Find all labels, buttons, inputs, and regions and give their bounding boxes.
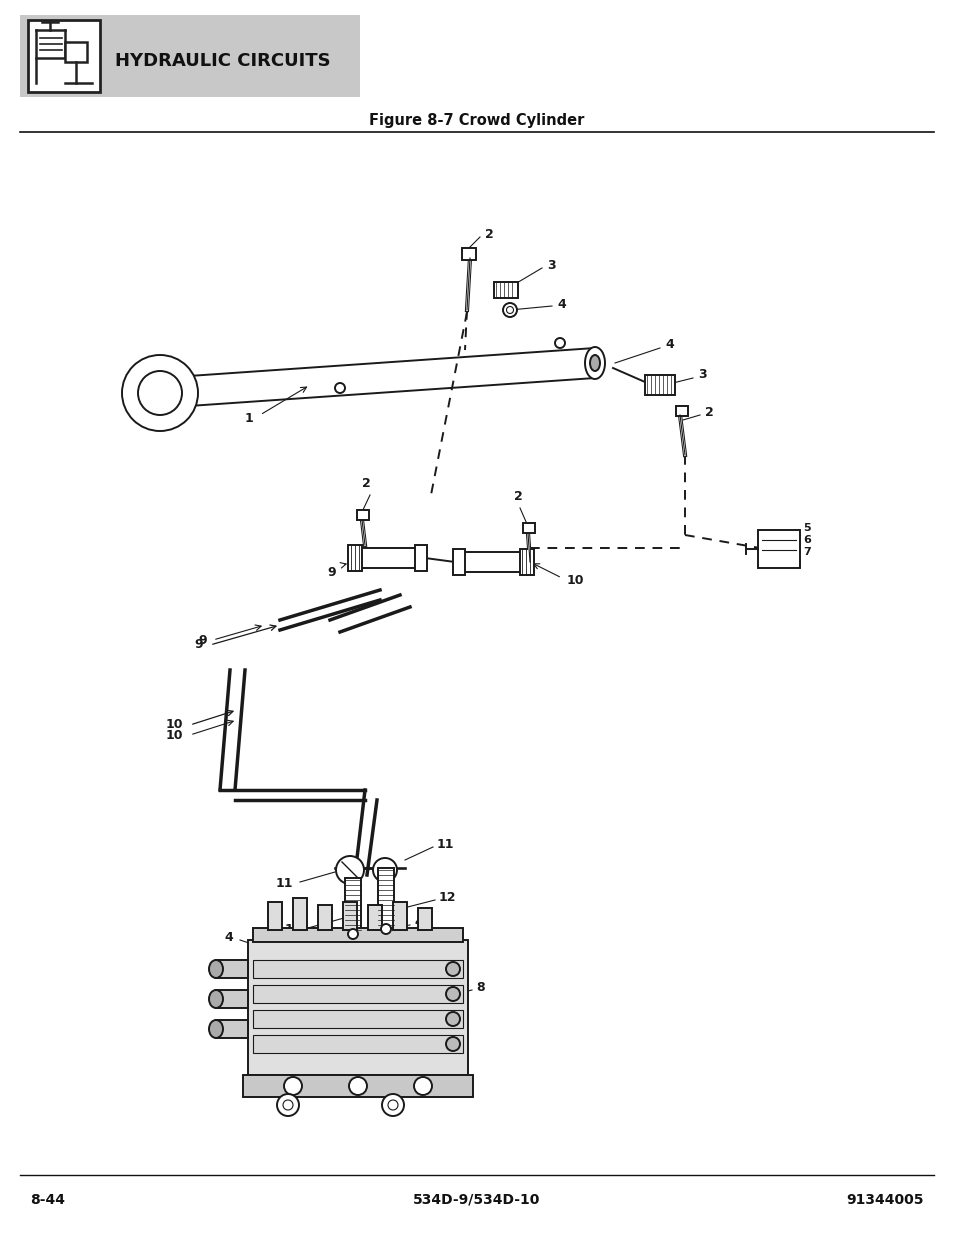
Bar: [345, 878, 360, 932]
Circle shape: [284, 1077, 302, 1095]
Circle shape: [502, 303, 517, 317]
Text: 9: 9: [327, 566, 335, 578]
Bar: [293, 898, 307, 930]
Circle shape: [446, 987, 459, 1002]
Text: 11: 11: [275, 878, 293, 890]
Text: 6: 6: [802, 535, 810, 545]
Ellipse shape: [209, 960, 223, 978]
Text: 9: 9: [194, 638, 203, 652]
Circle shape: [506, 306, 513, 314]
Circle shape: [555, 338, 564, 348]
Bar: [268, 902, 282, 930]
Bar: [644, 375, 675, 395]
Text: 2: 2: [513, 490, 522, 503]
Ellipse shape: [209, 990, 223, 1008]
Text: 12: 12: [284, 924, 302, 936]
Text: 5: 5: [802, 522, 810, 534]
Text: 8: 8: [476, 982, 484, 994]
Text: 1: 1: [244, 411, 253, 425]
Text: 9: 9: [198, 635, 207, 647]
Text: 4: 4: [557, 298, 565, 310]
Bar: [28, 20, 100, 91]
Bar: [243, 1074, 473, 1097]
Bar: [415, 545, 427, 571]
Circle shape: [446, 962, 459, 976]
Circle shape: [335, 383, 345, 393]
Circle shape: [348, 929, 357, 939]
Bar: [317, 905, 332, 930]
Bar: [393, 902, 407, 930]
Text: 10: 10: [165, 719, 183, 731]
Text: 91344005: 91344005: [845, 1193, 923, 1207]
Bar: [215, 1020, 248, 1037]
Text: 4: 4: [224, 931, 233, 945]
Text: 10: 10: [165, 730, 183, 742]
Circle shape: [388, 1100, 397, 1110]
Text: 10: 10: [566, 573, 584, 587]
Bar: [356, 510, 369, 520]
Circle shape: [349, 1077, 367, 1095]
Bar: [461, 248, 476, 261]
Bar: [377, 868, 394, 927]
Bar: [758, 530, 800, 568]
Text: 4: 4: [414, 916, 422, 930]
Circle shape: [276, 1094, 298, 1116]
Bar: [253, 1010, 462, 1028]
Bar: [348, 545, 361, 571]
Text: 534D-9/534D-10: 534D-9/534D-10: [413, 1193, 540, 1207]
Bar: [368, 905, 381, 930]
Bar: [494, 282, 517, 298]
Bar: [215, 960, 248, 978]
Circle shape: [122, 354, 198, 431]
Ellipse shape: [589, 354, 599, 370]
Bar: [20, 15, 359, 98]
Text: 2: 2: [361, 477, 370, 490]
Circle shape: [138, 370, 182, 415]
Circle shape: [446, 1037, 459, 1051]
Circle shape: [373, 858, 396, 882]
Circle shape: [335, 856, 364, 884]
Text: 8-44: 8-44: [30, 1193, 65, 1207]
Bar: [350, 548, 424, 568]
Text: 7: 7: [802, 547, 810, 557]
Text: Figure 8-7 Crowd Cylinder: Figure 8-7 Crowd Cylinder: [369, 112, 584, 127]
Circle shape: [446, 1011, 459, 1026]
Bar: [215, 990, 248, 1008]
Text: 2: 2: [704, 405, 713, 419]
Text: 11: 11: [436, 839, 454, 851]
Bar: [453, 550, 464, 576]
Bar: [343, 902, 356, 930]
Circle shape: [414, 1077, 432, 1095]
Bar: [253, 1035, 462, 1053]
Bar: [253, 986, 462, 1003]
Ellipse shape: [584, 347, 604, 379]
Text: 4: 4: [664, 338, 673, 352]
Bar: [65, 42, 87, 62]
Ellipse shape: [146, 375, 173, 410]
Bar: [417, 908, 432, 930]
Bar: [522, 522, 535, 534]
Bar: [253, 927, 462, 942]
Bar: [248, 940, 468, 1074]
Text: 2: 2: [484, 227, 494, 241]
Text: 3: 3: [698, 368, 706, 382]
Bar: [455, 552, 530, 572]
Text: 12: 12: [438, 892, 456, 904]
Ellipse shape: [209, 1020, 223, 1037]
Bar: [253, 960, 462, 978]
Bar: [519, 550, 534, 576]
Text: HYDRAULIC CIRCUITS: HYDRAULIC CIRCUITS: [115, 52, 331, 70]
Circle shape: [283, 1100, 293, 1110]
Text: 3: 3: [546, 258, 555, 272]
Circle shape: [380, 924, 391, 934]
Bar: [676, 406, 687, 416]
Circle shape: [381, 1094, 403, 1116]
